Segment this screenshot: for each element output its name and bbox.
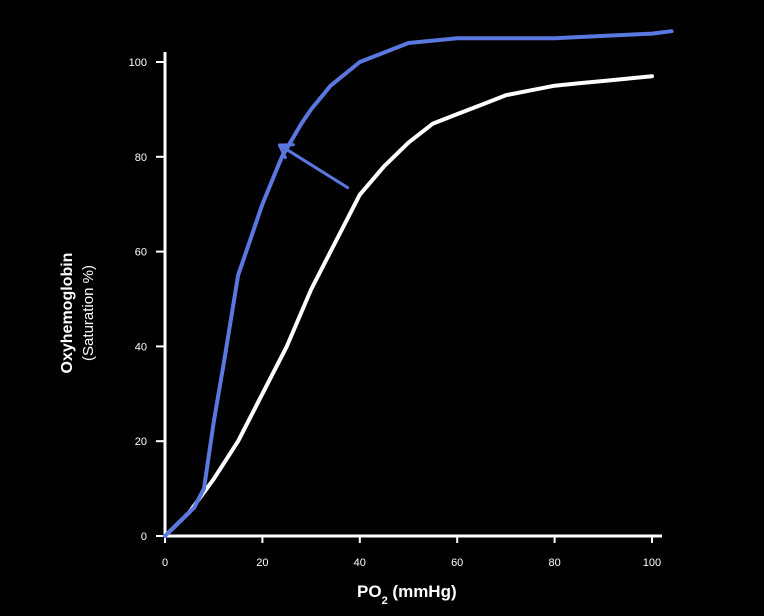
series-line-shifted-left-curve: [163, 29, 674, 538]
y-tick-labels: 0 20 40 60 80 100: [129, 57, 147, 543]
y-tick-label: 40: [135, 341, 147, 353]
y-tick-label: 80: [135, 152, 147, 164]
x-tick-label: 100: [643, 557, 661, 569]
x-tick-labels: 0 20 40 60 80 100: [162, 557, 661, 569]
x-tick-label: 60: [451, 557, 463, 569]
y-tick-label: 100: [129, 57, 147, 69]
y-tick-label: 0: [141, 531, 147, 543]
x-tick-label: 80: [548, 557, 560, 569]
arrow-shaft: [281, 145, 350, 190]
y-axis-label-line2: (Saturation %): [80, 265, 97, 361]
series-layer: [163, 29, 674, 538]
arrow-head: [277, 143, 295, 160]
x-tick-label: 20: [256, 557, 268, 569]
x-axis-label-unit: (mmHg): [388, 582, 457, 601]
y-axis-label-line1: Oxyhemoglobin: [59, 253, 76, 374]
series-line-normal-curve: [163, 74, 654, 538]
annotation-layer: [277, 143, 350, 190]
x-axis-label-main: PO: [357, 582, 382, 601]
y-tick-label: 20: [135, 436, 147, 448]
x-tick-label: 0: [162, 557, 168, 569]
x-axis-label: PO2 (mmHg): [357, 582, 457, 607]
y-axis-label: Oxyhemoglobin (Saturation %): [59, 253, 97, 374]
x-axis-label-subscript: 2: [382, 595, 388, 607]
y-tick-label: 60: [135, 247, 147, 259]
x-tick-label: 40: [354, 557, 366, 569]
axes-layer: [156, 52, 662, 543]
